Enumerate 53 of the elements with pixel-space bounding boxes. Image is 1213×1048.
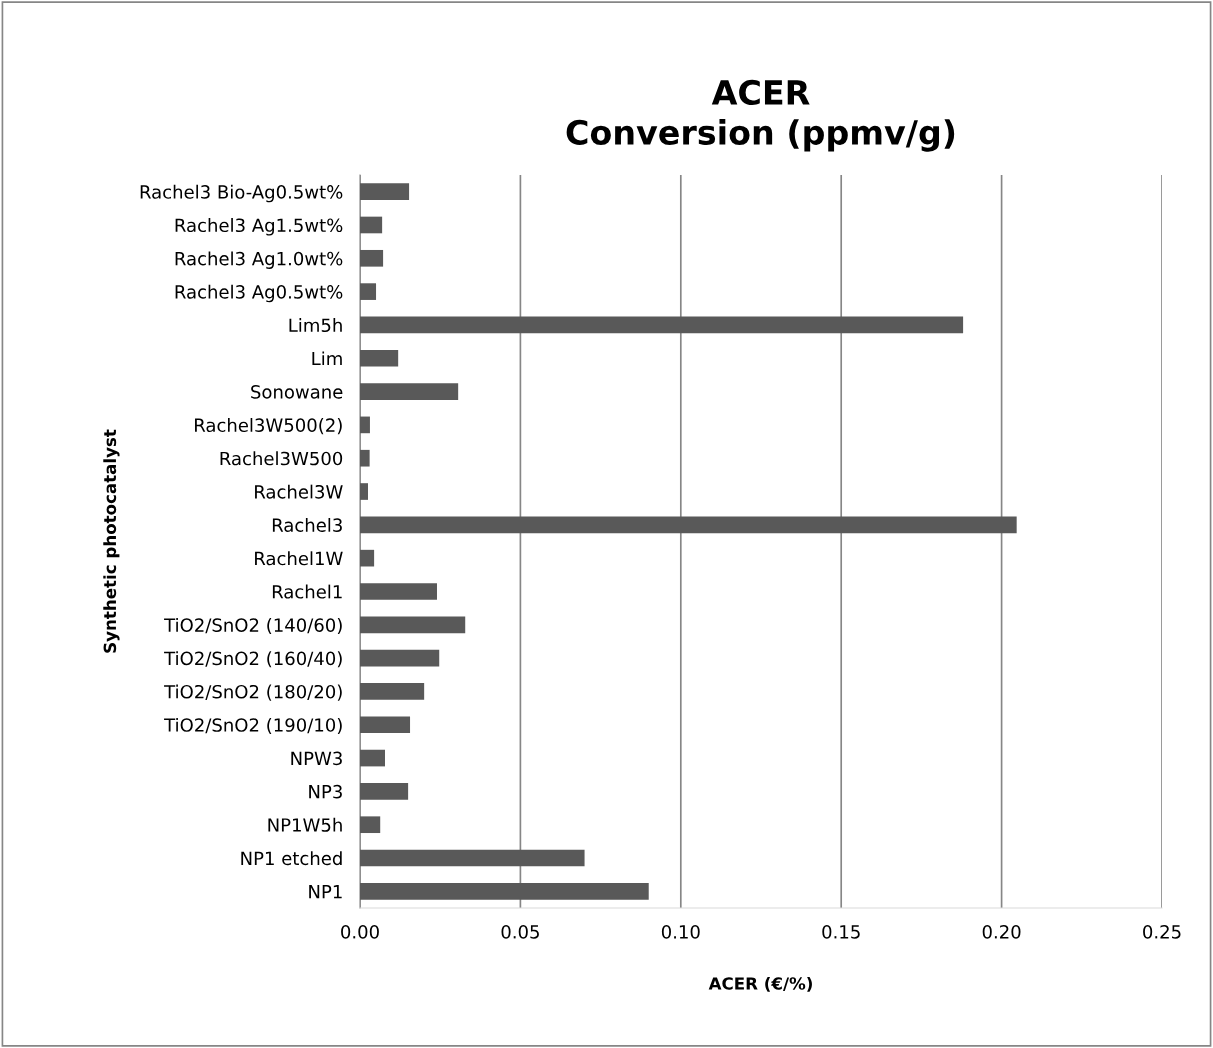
bar xyxy=(360,516,1017,534)
bar xyxy=(360,583,437,600)
x-tick-label: 0.00 xyxy=(341,924,379,939)
bar xyxy=(360,183,410,200)
y-tick-label: Lim5h xyxy=(289,318,342,333)
y-tick-label: Rachel3 Ag1.0wt% xyxy=(175,251,343,269)
y-tick-label: Rachel1 xyxy=(272,584,342,599)
y-tick-label: NPW3 xyxy=(291,751,342,766)
y-tick-label: TiO2/SnO2 (160/40) xyxy=(164,651,342,668)
bar xyxy=(360,683,425,700)
chart-title: ACER Conversion (ppmv/g) xyxy=(566,79,955,152)
bar xyxy=(360,783,409,800)
y-tick-label: Rachel3 Bio-Ag0.5wt% xyxy=(140,184,343,203)
x-tick-label: 0.10 xyxy=(661,924,700,939)
bar xyxy=(360,649,440,667)
x-tick-label: 0.05 xyxy=(501,924,539,939)
y-tick-label: TiO2/SnO2 (180/20) xyxy=(164,684,342,701)
x-tick-label: 0.15 xyxy=(822,924,860,939)
y-tick-label: NP1W5h xyxy=(268,817,342,832)
bar xyxy=(360,483,369,500)
y-tick-label: TiO2/SnO2 (190/10) xyxy=(164,717,342,734)
bar xyxy=(360,816,381,834)
bar xyxy=(360,749,386,767)
y-tick-label: Rachel3 Ag0.5wt% xyxy=(175,284,343,303)
bar xyxy=(360,716,411,734)
y-tick-label: Rachel3 Ag1.5wt% xyxy=(175,218,343,236)
bar xyxy=(360,549,375,567)
bar xyxy=(360,383,459,400)
y-tick-label: NP1 etched xyxy=(241,851,342,866)
x-tick-label: 0.25 xyxy=(1143,924,1181,939)
y-tick-label: TiO2/SnO2 (140/60) xyxy=(164,617,342,635)
y-tick-label: Rachel3W500 xyxy=(220,451,343,466)
bar xyxy=(360,849,585,867)
bar xyxy=(360,616,466,634)
x-axis-title: ACER (€/%) xyxy=(708,976,812,992)
y-tick-label: Rachel3W xyxy=(255,484,343,499)
y-axis-title: Synthetic photocatalyst xyxy=(103,429,120,653)
x-tick-label: 0.20 xyxy=(982,924,1021,939)
bar xyxy=(360,316,964,334)
bar xyxy=(360,416,370,434)
y-tick-label: Lim xyxy=(312,351,342,366)
y-tick-label: Rachel3W500(2) xyxy=(195,418,342,435)
bar xyxy=(360,249,384,267)
bar xyxy=(360,349,399,367)
bar xyxy=(360,449,370,467)
bar xyxy=(360,283,377,300)
bar xyxy=(360,216,383,234)
y-tick-label: NP3 xyxy=(309,784,342,799)
y-tick-label: Sonowane xyxy=(251,385,343,399)
y-tick-label: NP1 xyxy=(309,885,342,899)
bar xyxy=(360,883,649,900)
y-tick-label: Rachel1W xyxy=(255,551,343,566)
y-tick-label: Rachel3 xyxy=(272,517,342,532)
